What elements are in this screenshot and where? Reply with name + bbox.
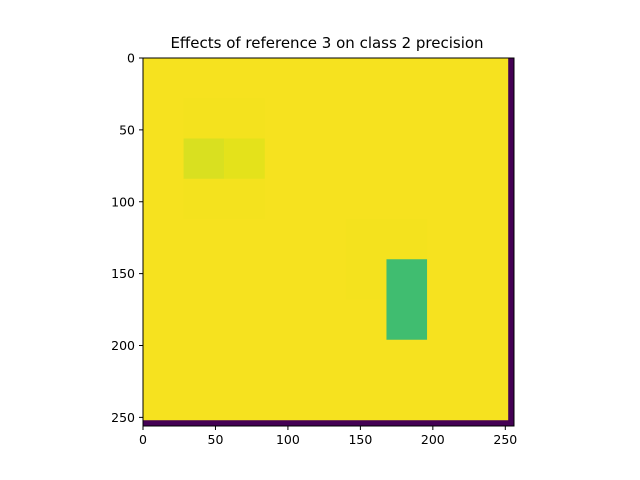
x-tick-label: 200 xyxy=(421,432,445,447)
plot-frame xyxy=(142,57,515,427)
x-tick-label: 100 xyxy=(276,432,300,447)
x-tick-label: 0 xyxy=(139,432,147,447)
y-tick-label: 200 xyxy=(111,338,135,353)
y-tick-label: 0 xyxy=(127,51,135,66)
heatmap-region xyxy=(508,58,514,426)
heatmap-region xyxy=(224,138,265,179)
x-tick-label: 250 xyxy=(493,432,517,447)
x-tick-label: 150 xyxy=(348,432,372,447)
y-tick-label: 250 xyxy=(111,410,135,425)
y-tick-label: 150 xyxy=(111,266,135,281)
x-tick-label: 50 xyxy=(208,432,224,447)
heatmap-region xyxy=(143,420,514,426)
heatmap-cells xyxy=(143,58,514,426)
chart-title: Effects of reference 3 on class 2 precis… xyxy=(170,34,483,52)
y-tick-label: 100 xyxy=(111,194,135,209)
y-tick-label: 50 xyxy=(119,122,135,137)
heatmap-region xyxy=(386,259,428,340)
heatmap-region xyxy=(183,138,225,179)
y-axis: 0 50 100 150 200 250 xyxy=(111,51,143,425)
x-axis: 0 50 100 150 200 250 xyxy=(139,426,517,447)
